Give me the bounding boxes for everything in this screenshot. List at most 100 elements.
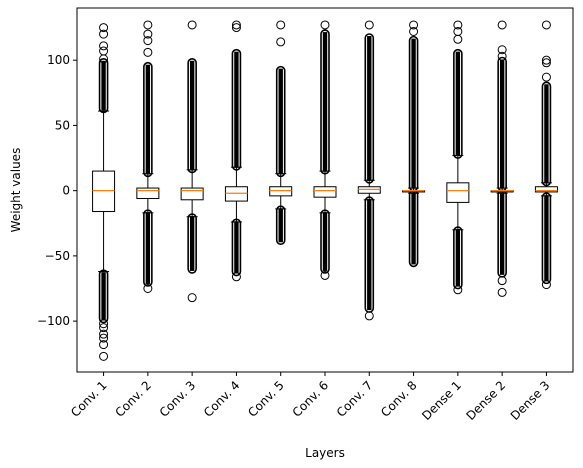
outlier-point bbox=[99, 329, 109, 339]
outlier-run-high bbox=[143, 61, 153, 178]
outlier-point bbox=[99, 351, 109, 361]
x-tick-label: Dense 2 bbox=[463, 378, 508, 423]
outlier-run-low-core bbox=[278, 208, 283, 243]
outlier-point bbox=[143, 284, 153, 294]
box bbox=[92, 170, 116, 213]
box-group bbox=[357, 20, 381, 321]
x-ticks: Conv. 1 Conv. 2 Conv. 3 Conv. 4 Conv. 5 Conv.… bbox=[68, 372, 553, 423]
outlier-point bbox=[99, 323, 109, 333]
x-tick-label: Conv. 8 bbox=[378, 378, 420, 420]
outlier-point bbox=[497, 287, 507, 297]
outlier-run-low bbox=[143, 209, 153, 287]
outlier-run-low-core bbox=[189, 216, 195, 271]
box-group bbox=[136, 20, 160, 294]
outlier-point bbox=[143, 29, 153, 39]
outlier-point bbox=[364, 20, 374, 30]
outlier-run-high-core bbox=[544, 84, 549, 184]
outlier-point bbox=[453, 34, 463, 44]
outlier-point bbox=[99, 54, 109, 64]
box-group bbox=[313, 20, 337, 280]
box bbox=[136, 187, 160, 199]
outlier-point bbox=[541, 72, 551, 82]
outlier-run-low-core bbox=[411, 192, 416, 265]
box bbox=[180, 187, 204, 201]
outlier-run-high-core bbox=[101, 60, 106, 111]
y-tick-label: 0 bbox=[62, 184, 70, 198]
outlier-run-high bbox=[541, 81, 552, 187]
outlier-point bbox=[99, 340, 109, 350]
outlier-point bbox=[541, 55, 551, 65]
box bbox=[224, 186, 248, 202]
x-tick-label: Conv. 1 bbox=[68, 378, 110, 420]
plot-frame bbox=[76, 7, 574, 373]
outlier-run-low-core bbox=[234, 221, 239, 274]
y-tick-label: −100 bbox=[37, 314, 70, 328]
outlier-run-low bbox=[231, 218, 242, 277]
outlier-point bbox=[143, 36, 153, 46]
box-group bbox=[180, 20, 204, 303]
outlier-run-high bbox=[453, 48, 463, 159]
outlier-point bbox=[409, 26, 419, 36]
outlier-run-low-core bbox=[322, 212, 328, 271]
outlier-run-low-core bbox=[367, 199, 372, 311]
outlier-point bbox=[541, 20, 551, 30]
outlier-point bbox=[497, 51, 507, 61]
outlier-point bbox=[453, 20, 463, 30]
outlier-point bbox=[541, 58, 551, 68]
x-tick-label: Conv. 3 bbox=[157, 378, 199, 420]
outlier-point bbox=[143, 47, 153, 57]
outlier-run-high bbox=[98, 57, 109, 114]
outlier-run-high-core bbox=[234, 51, 239, 168]
outlier-point bbox=[497, 20, 507, 30]
outlier-run-high bbox=[320, 29, 330, 175]
outlier-run-low bbox=[453, 226, 463, 290]
outlier-run-low bbox=[98, 269, 109, 324]
x-axis-label: Layers bbox=[305, 446, 345, 460]
outlier-point bbox=[364, 311, 374, 321]
outlier-run-high-core bbox=[322, 32, 328, 172]
outlier-point bbox=[99, 333, 109, 343]
x-tick-label: Conv. 4 bbox=[201, 378, 243, 420]
outlier-point bbox=[231, 23, 241, 33]
outlier-run-high-core bbox=[367, 36, 372, 181]
outlier-run-low-core bbox=[455, 229, 461, 287]
outlier-run-high-core bbox=[455, 51, 461, 157]
outlier-point bbox=[276, 37, 286, 47]
x-tick-label: Conv. 2 bbox=[112, 378, 154, 420]
outlier-run-high bbox=[275, 65, 286, 178]
box-group bbox=[402, 20, 426, 268]
outlier-run-low-core bbox=[499, 192, 505, 275]
x-tick-label: Dense 3 bbox=[508, 378, 553, 423]
outlier-run-high-core bbox=[145, 64, 151, 175]
y-ticks: 100 50 0 −50 −100 bbox=[37, 53, 77, 328]
box-group bbox=[446, 20, 470, 295]
outlier-point bbox=[187, 293, 197, 303]
outlier-run-high-core bbox=[278, 68, 283, 175]
outlier-run-high-core bbox=[411, 38, 416, 189]
box bbox=[357, 186, 381, 194]
outlier-point bbox=[99, 29, 109, 39]
box-group bbox=[269, 20, 293, 246]
y-tick-label: −50 bbox=[45, 249, 70, 263]
box-group bbox=[534, 20, 558, 290]
outlier-point bbox=[99, 41, 109, 51]
box bbox=[534, 186, 558, 193]
box bbox=[269, 186, 293, 197]
box-group bbox=[490, 20, 514, 297]
outlier-point bbox=[231, 272, 241, 282]
outlier-run-high bbox=[364, 33, 375, 184]
outlier-run-low bbox=[275, 205, 286, 246]
outlier-point bbox=[99, 23, 109, 33]
outlier-run-low-core bbox=[544, 195, 549, 282]
outlier-run-high bbox=[187, 57, 197, 174]
outlier-point bbox=[276, 20, 286, 30]
outlier-point bbox=[453, 285, 463, 295]
outlier-point bbox=[541, 280, 551, 290]
x-tick-label: Dense 1 bbox=[419, 378, 464, 423]
boxes-layer bbox=[92, 20, 558, 361]
x-tick-label: Conv. 6 bbox=[290, 378, 332, 420]
outlier-point bbox=[409, 20, 419, 30]
box bbox=[446, 182, 470, 203]
outlier-run-high bbox=[231, 48, 242, 171]
